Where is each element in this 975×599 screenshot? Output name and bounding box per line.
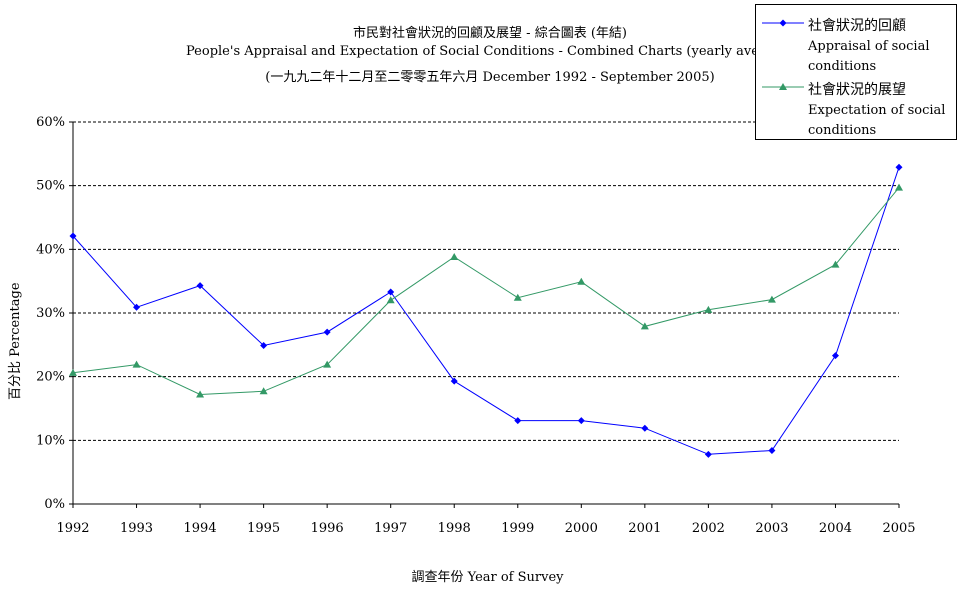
- y-axis-label: 百分比 Percentage: [8, 282, 23, 400]
- series-line-1: [72, 187, 900, 396]
- data-point-1: [513, 293, 522, 301]
- data-point-0: [387, 288, 395, 296]
- data-point-0: [577, 417, 585, 425]
- x-tick-label: 1992: [56, 521, 89, 536]
- data-point-1: [386, 296, 395, 304]
- data-point-1: [323, 360, 332, 368]
- data-point-0: [768, 447, 776, 455]
- chart-period: (一九九二年十二月至二零零五年六月 December 1992 - Septem…: [265, 70, 715, 85]
- data-point-1: [132, 360, 141, 368]
- y-tick-label: 20%: [36, 370, 65, 385]
- data-point-0: [641, 424, 649, 432]
- x-tick-label: 1996: [311, 521, 344, 536]
- x-tick-label: 2003: [755, 521, 788, 536]
- series-line-0: [72, 167, 900, 455]
- data-point-1: [895, 183, 903, 191]
- x-tick-label: 1999: [501, 521, 534, 536]
- x-tick-label: 1997: [374, 521, 407, 536]
- data-point-0: [831, 352, 839, 360]
- data-point-1: [259, 387, 268, 395]
- x-tick-label: 2005: [882, 521, 915, 536]
- data-point-0: [704, 450, 712, 458]
- data-point-0: [133, 303, 141, 311]
- data-point-1: [640, 322, 649, 330]
- data-point-0: [895, 163, 903, 171]
- y-tick-label: 60%: [36, 115, 65, 130]
- legend-desc-expectation: Expectation of social conditions: [808, 103, 946, 138]
- data-point-1: [196, 390, 205, 398]
- x-tick-label: 1995: [247, 521, 280, 536]
- data-point-1: [450, 252, 459, 260]
- data-point-0: [514, 417, 522, 425]
- legend-label-appraisal: 社會狀況的回顧: [808, 18, 906, 34]
- y-tick-label: 40%: [36, 242, 65, 257]
- x-tick-label: 1993: [120, 521, 153, 536]
- y-tick-label: 30%: [36, 306, 65, 321]
- data-point-1: [767, 295, 776, 303]
- x-axis-label: 調查年份 Year of Survey: [411, 570, 564, 585]
- y-tick-label: 0%: [44, 497, 65, 512]
- data-point-1: [577, 277, 586, 285]
- data-point-0: [450, 377, 458, 385]
- chart-subtitle: People's Appraisal and Expectation of So…: [186, 44, 794, 59]
- legend-swatch-expectation: [762, 83, 804, 90]
- x-tick-label: 1994: [184, 521, 217, 536]
- y-tick-label: 10%: [36, 433, 65, 448]
- x-tick-label: 2002: [692, 521, 725, 536]
- data-point-0: [260, 341, 268, 349]
- y-tick-label: 50%: [36, 179, 65, 194]
- legend: 社會狀況的回顧 Appraisal of social conditions 社…: [755, 4, 957, 140]
- x-tick-label: 2000: [565, 521, 598, 536]
- legend-swatch-appraisal: [762, 19, 804, 27]
- data-point-0: [323, 328, 331, 336]
- x-tick-label: 1998: [438, 521, 471, 536]
- chart-title: 市民對社會狀況的回顧及展望 - 綜合圖表 (年結): [353, 26, 627, 41]
- x-tick-label: 2004: [819, 521, 852, 536]
- data-point-1: [704, 305, 713, 313]
- x-tick-label: 2001: [628, 521, 661, 536]
- data-point-0: [69, 232, 77, 240]
- legend-desc-appraisal: Appraisal of social conditions: [808, 39, 930, 74]
- legend-label-expectation: 社會狀況的展望: [808, 82, 906, 98]
- data-point-0: [196, 282, 204, 290]
- data-point-1: [831, 260, 840, 268]
- data-point-1: [69, 368, 77, 376]
